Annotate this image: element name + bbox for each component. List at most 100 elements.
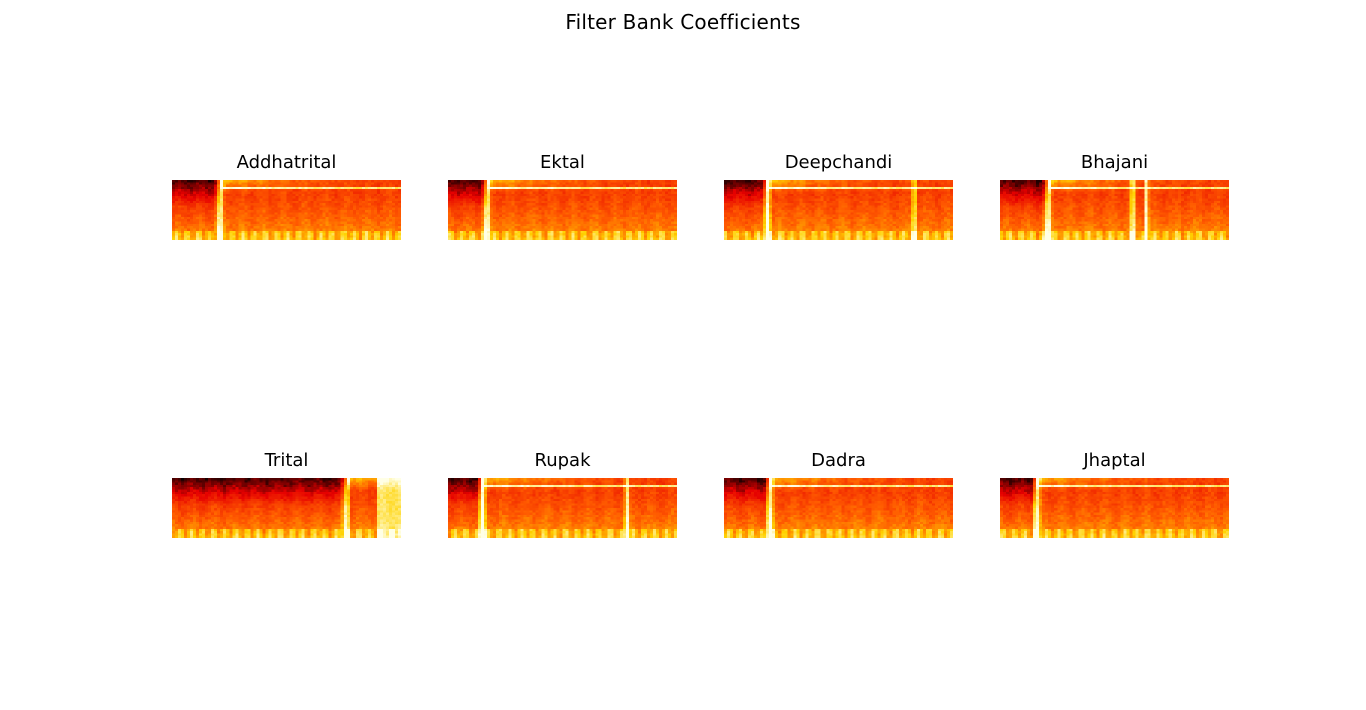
heatmap-cell	[745, 193, 749, 197]
heatmap-cell	[865, 186, 870, 190]
heatmap-cell	[568, 210, 572, 213]
heatmap-cell	[817, 182, 821, 186]
heatmap-cell	[370, 205, 375, 209]
heatmap-cell	[283, 233, 287, 236]
heatmap-cell	[334, 223, 339, 227]
heatmap-cell	[382, 226, 387, 229]
heatmap-cell	[262, 233, 266, 236]
heatmap-cell	[490, 221, 494, 225]
heatmap-cell	[529, 203, 533, 206]
heatmap-cell	[232, 205, 236, 209]
heatmap-cell	[796, 207, 800, 211]
heatmap-cell	[307, 214, 311, 218]
heatmap-cell	[757, 186, 761, 190]
heatmap-cell	[172, 235, 176, 239]
heatmap-cell	[607, 182, 612, 186]
heatmap-cell	[802, 180, 806, 183]
heatmap-cell	[625, 205, 630, 209]
heatmap-cell	[217, 210, 221, 213]
heatmap-cell	[589, 214, 594, 218]
heatmap-cell	[274, 226, 278, 229]
heatmap-cell	[475, 235, 479, 239]
heatmap-cell	[832, 205, 836, 209]
heatmap-cell	[763, 191, 767, 195]
heatmap-cell	[385, 189, 390, 192]
heatmap-cell	[658, 191, 663, 195]
heatmap-cell	[334, 221, 339, 225]
heatmap-cell	[268, 182, 272, 186]
heatmap-cell	[367, 219, 372, 222]
heatmap-cell	[286, 216, 290, 220]
heatmap-cell	[367, 193, 372, 197]
heatmap-cell	[307, 198, 311, 202]
heatmap-cell	[802, 189, 806, 192]
heatmap-cell	[775, 180, 779, 183]
heatmap-cell	[217, 193, 221, 197]
heatmap-cell	[520, 216, 524, 220]
heatmap-cell	[175, 226, 179, 229]
heatmap-cell	[586, 200, 591, 204]
heatmap-cell	[928, 191, 933, 195]
heatmap-cell	[472, 233, 476, 236]
heatmap-cell	[670, 219, 675, 222]
heatmap-cell	[739, 186, 743, 190]
heatmap-cell	[496, 210, 500, 213]
heatmap-cell	[634, 186, 639, 190]
heatmap-cell	[322, 196, 327, 199]
heatmap-cell	[256, 189, 260, 192]
heatmap-cell	[343, 196, 348, 199]
heatmap-cell	[601, 189, 606, 192]
heatmap-cell	[643, 233, 648, 236]
heatmap-cell	[568, 235, 572, 239]
heatmap-cell	[202, 210, 206, 213]
heatmap-cell	[751, 193, 755, 197]
heatmap-cell	[460, 198, 464, 202]
heatmap-cell	[619, 221, 624, 225]
heatmap-cell	[223, 219, 227, 222]
heatmap-cell	[775, 184, 779, 188]
heatmap-cell	[661, 189, 666, 192]
heatmap-cell	[343, 186, 348, 190]
heatmap-cell	[619, 180, 624, 183]
heatmap-cell	[553, 223, 557, 227]
heatmap-cell	[760, 200, 764, 204]
heatmap-cell	[604, 212, 609, 216]
heatmap-cell	[295, 226, 299, 229]
heatmap-cell	[622, 223, 627, 227]
heatmap-cell	[670, 184, 675, 188]
heatmap-cell	[397, 203, 401, 206]
heatmap-cell	[787, 186, 791, 190]
heatmap-cell	[601, 230, 606, 234]
heatmap-cell	[247, 219, 251, 222]
heatmap-cell	[469, 212, 473, 216]
heatmap-cell	[370, 219, 375, 222]
heatmap-cell	[793, 207, 797, 211]
heatmap-cell	[748, 193, 752, 197]
heatmap-cell	[319, 223, 324, 227]
heatmap-cell	[205, 226, 209, 229]
heatmap-cell	[922, 198, 927, 202]
heatmap-cell	[808, 203, 812, 206]
heatmap-cell	[508, 226, 512, 229]
heatmap-cell	[772, 186, 776, 190]
heatmap-cell	[886, 180, 891, 183]
heatmap-cell	[754, 207, 758, 211]
heatmap-cell	[526, 182, 530, 186]
heatmap-cell	[943, 189, 948, 192]
heatmap-cell	[550, 221, 554, 225]
heatmap-cell	[265, 216, 269, 220]
heatmap-cell	[574, 223, 578, 227]
heatmap-cell	[178, 196, 182, 199]
heatmap-cell	[295, 205, 299, 209]
heatmap-cell	[889, 207, 894, 211]
heatmap-cell	[514, 184, 518, 188]
heatmap-cell	[469, 189, 473, 192]
heatmap-cell	[316, 203, 321, 206]
heatmap-cell	[205, 214, 209, 218]
heatmap-cell	[826, 189, 830, 192]
heatmap-cell	[643, 216, 648, 220]
heatmap-cell	[328, 212, 333, 216]
heatmap-cell	[634, 214, 639, 218]
heatmap-cell	[751, 180, 755, 183]
heatmap-cell	[397, 182, 401, 186]
